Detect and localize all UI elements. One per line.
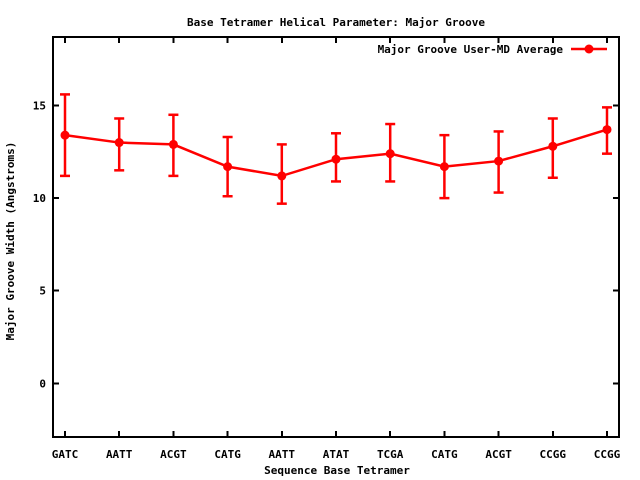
x-tick-label: ACGT [485,448,512,461]
data-point-marker [385,149,395,159]
legend-label: Major Groove User-MD Average [378,43,564,56]
data-point-marker [548,141,558,151]
x-tick-label: TCGA [377,448,404,461]
x-tick-label: CCGG [594,448,621,461]
x-tick-labels: GATC AATT ACGT CATG AATT ATAT TCGA CATG ACGT CCGG… [52,448,621,461]
x-tick-label: AATT [106,448,133,461]
x-tick-label: ATAT [323,448,350,461]
data-point-marker [494,156,504,166]
x-tick-label: CATG [431,448,458,461]
y-tick-label: 10 [33,192,46,205]
y-tick-label: 0 [39,377,46,390]
x-axis-ticks [64,37,608,437]
x-tick-label: ACGT [160,448,187,461]
x-axis-label: Sequence Base Tetramer [264,464,410,477]
legend-marker-sample [584,44,594,54]
y-tick-label: 5 [39,285,46,298]
y-axis-label: Major Groove Width (Angstroms) [4,142,17,341]
data-point-marker [439,162,449,172]
data-point-marker [223,162,233,172]
data-point-marker [331,154,341,164]
x-tick-label: CCGG [540,448,567,461]
y-axis-ticks [53,104,619,385]
x-tick-label: CATG [214,448,241,461]
y-tick-label: 15 [33,100,46,113]
plot-border [52,36,620,438]
data-point-marker [168,139,178,149]
data-point-marker [60,130,70,140]
x-tick-label: AATT [269,448,296,461]
series-points [60,125,612,181]
data-point-marker [602,125,612,135]
data-point-marker [114,138,124,148]
x-tick-label: GATC [52,448,79,461]
legend-sample [571,44,607,54]
data-point-marker [277,171,287,181]
error-bars [60,93,612,205]
y-tick-labels: 0 5 10 15 [33,100,46,391]
chart-title: Base Tetramer Helical Parameter: Major G… [187,16,485,29]
plot-generated: 0 5 10 15 GATC AATT ACGT CATG AATT ATAT TCGA CATG AC… [33,36,621,461]
